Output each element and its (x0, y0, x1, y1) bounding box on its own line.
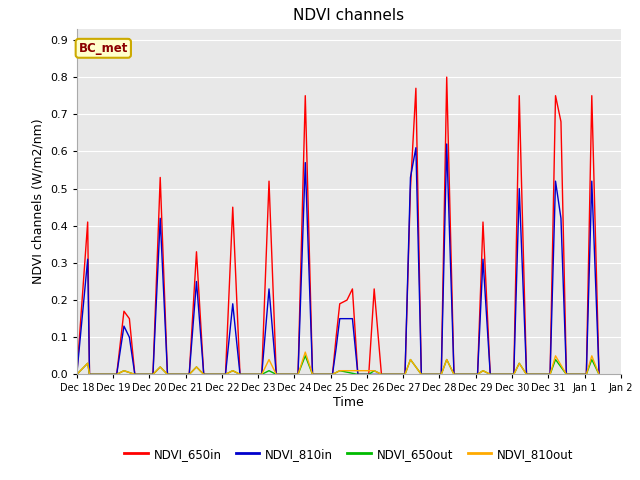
Text: BC_met: BC_met (79, 42, 128, 55)
Y-axis label: NDVI channels (W/m2/nm): NDVI channels (W/m2/nm) (31, 119, 44, 285)
Title: NDVI channels: NDVI channels (293, 9, 404, 24)
X-axis label: Time: Time (333, 396, 364, 409)
Legend: NDVI_650in, NDVI_810in, NDVI_650out, NDVI_810out: NDVI_650in, NDVI_810in, NDVI_650out, NDV… (119, 443, 579, 465)
